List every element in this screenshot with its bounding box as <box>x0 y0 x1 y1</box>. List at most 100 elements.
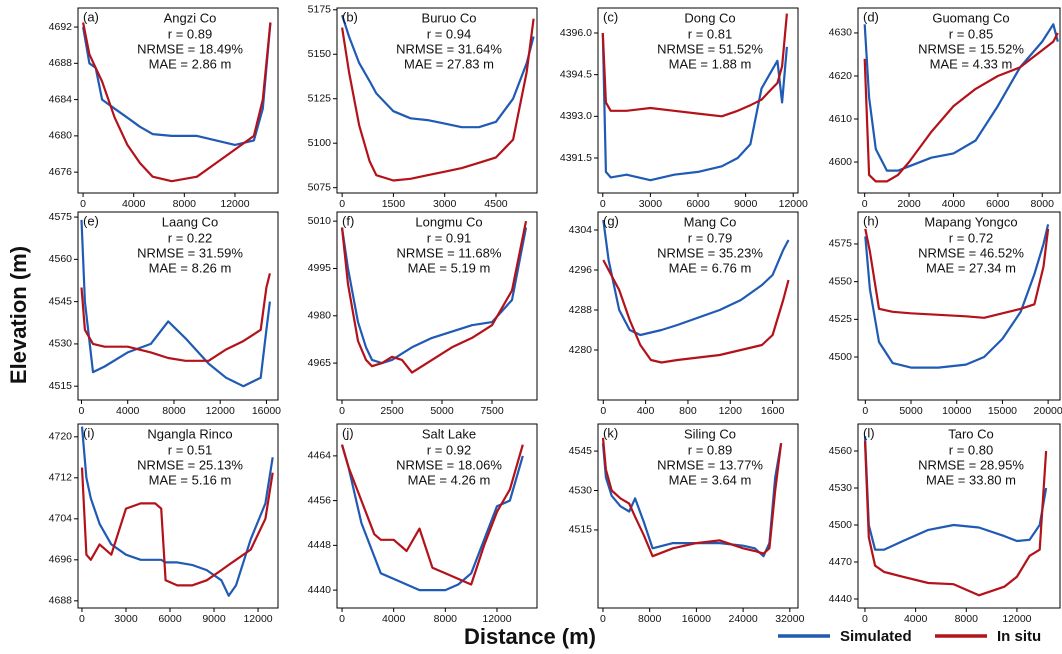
x-tick-label: 3000 <box>639 198 663 210</box>
y-tick-label: 4630 <box>829 27 853 39</box>
x-tick-label: 3000 <box>433 198 457 210</box>
x-tick-label: 1200 <box>719 405 743 417</box>
panel: 0 3000 6000 9000 12000 4391.5 4393.0 4394.5 4396… <box>560 7 808 210</box>
annotation: r = 0.81 <box>688 26 732 41</box>
annotation: MAE = 27.83 m <box>404 56 494 71</box>
x-tick-label: 4000 <box>904 613 928 625</box>
annotation: r = 0.80 <box>949 442 993 457</box>
series-line <box>863 436 1048 551</box>
annotation: MAE = 3.64 m <box>669 472 752 487</box>
annotation: NRMSE = 51.52% <box>657 41 763 56</box>
panel-title: Mang Co <box>684 214 737 229</box>
y-tick-label: 4440 <box>829 593 853 605</box>
x-tick-label: 8000 <box>173 198 197 210</box>
x-tick-label: 5000 <box>899 405 923 417</box>
plot-frame <box>77 211 279 401</box>
y-tick-label: 4470 <box>829 556 853 568</box>
series-line <box>340 444 524 592</box>
x-tick-label: 8000 <box>638 613 662 625</box>
x-tick-label: 8000 <box>955 613 979 625</box>
y-tick-label: 4280 <box>569 344 593 356</box>
x-tick-label: 6000 <box>986 198 1010 210</box>
y-tick-label: 4530 <box>49 338 73 350</box>
legend-label: In situ <box>997 628 1041 645</box>
series-line <box>340 220 528 374</box>
series-line <box>80 467 274 587</box>
y-tick-label: 4456 <box>308 494 332 506</box>
x-axis-label: Distance (m) <box>464 624 596 649</box>
series-line <box>864 224 1050 369</box>
x-tick-label: 4000 <box>116 405 140 417</box>
panel-label: (j) <box>342 425 354 440</box>
x-tick-label: 4000 <box>942 198 966 210</box>
x-tick-label: 0 <box>339 613 345 625</box>
series-line <box>602 219 790 337</box>
series-line <box>863 23 1059 172</box>
x-tick-label: 10000 <box>942 405 971 417</box>
panel: 0 2000 4000 6000 8000 4600 4610 4620 4630 (d) Guom… <box>829 7 1061 210</box>
panel-title: Mapang Yongco <box>924 214 1017 229</box>
x-tick-label: 0 <box>79 613 85 625</box>
x-tick-label: 0 <box>80 198 86 210</box>
y-tick-label: 5010 <box>308 215 332 227</box>
x-tick-label: 0 <box>339 405 345 417</box>
x-tick-label: 800 <box>679 405 697 417</box>
annotation: r = 0.22 <box>168 230 212 245</box>
annotation: MAE = 6.76 m <box>669 260 752 275</box>
annotation: MAE = 1.88 m <box>669 56 752 71</box>
plot-frame <box>857 211 1061 401</box>
series-line <box>601 32 788 182</box>
plot-frame <box>336 7 538 194</box>
annotation: MAE = 2.86 m <box>149 56 232 71</box>
y-tick-label: 4545 <box>569 445 593 457</box>
y-tick-label: 4448 <box>308 539 332 551</box>
annotation: r = 0.91 <box>427 230 471 245</box>
y-tick-label: 4393.0 <box>560 110 592 122</box>
x-tick-label: 0 <box>600 405 606 417</box>
x-tick-label: 12000 <box>482 613 511 625</box>
y-tick-label: 4704 <box>49 513 73 525</box>
y-tick-label: 4560 <box>49 253 73 265</box>
y-tick-label: 5100 <box>308 137 332 149</box>
y-tick-label: 4680 <box>49 130 73 142</box>
annotation: r = 0.72 <box>949 230 993 245</box>
x-tick-label: 8000 <box>434 613 458 625</box>
panel-title: Taro Co <box>948 426 994 441</box>
y-tick-label: 4530 <box>569 484 593 496</box>
panel: 0 4000 8000 12000 16000 4515 4530 4545 4560 4575 (… <box>49 211 282 417</box>
x-tick-label: 9000 <box>734 198 758 210</box>
y-tick-label: 4980 <box>308 310 332 322</box>
x-tick-label: 0 <box>600 613 606 625</box>
annotation: NRMSE = 13.77% <box>657 457 763 472</box>
y-tick-label: 4720 <box>49 431 73 443</box>
y-tick-label: 4684 <box>49 93 73 105</box>
x-tick-label: 6000 <box>686 198 710 210</box>
series-line <box>602 259 790 364</box>
x-tick-label: 5000 <box>430 405 454 417</box>
series-line <box>341 18 535 182</box>
annotation: NRMSE = 25.13% <box>137 457 243 472</box>
y-tick-label: 4525 <box>829 313 853 325</box>
plot-frame <box>597 423 799 609</box>
annotation: NRMSE = 46.52% <box>918 245 1024 260</box>
annotation: r = 0.79 <box>688 230 732 245</box>
annotation: MAE = 4.33 m <box>930 56 1013 71</box>
y-tick-label: 4575 <box>829 238 853 250</box>
panel-label: (k) <box>603 425 618 440</box>
panel-title: Laang Co <box>162 214 218 229</box>
panel: 0 5000 10000 15000 20000 4500 4525 4550 4575 (h) M… <box>829 211 1062 417</box>
plot-frame <box>857 423 1061 609</box>
y-axis-label: Elevation (m) <box>6 246 31 384</box>
x-tick-label: 12000 <box>779 198 808 210</box>
annotation: MAE = 8.26 m <box>149 260 232 275</box>
annotation: r = 0.94 <box>427 26 471 41</box>
x-tick-label: 24000 <box>729 613 758 625</box>
plot-frame <box>336 423 538 609</box>
y-tick-label: 4560 <box>829 445 853 457</box>
x-tick-label: 2500 <box>380 405 404 417</box>
annotation: NRMSE = 18.06% <box>396 457 502 472</box>
panel-title: Guomang Co <box>932 10 1009 25</box>
x-tick-label: 16000 <box>252 405 281 417</box>
panel: 0 4000 8000 12000 4676 4680 4684 4688 4692 (a) Ang… <box>49 7 279 210</box>
